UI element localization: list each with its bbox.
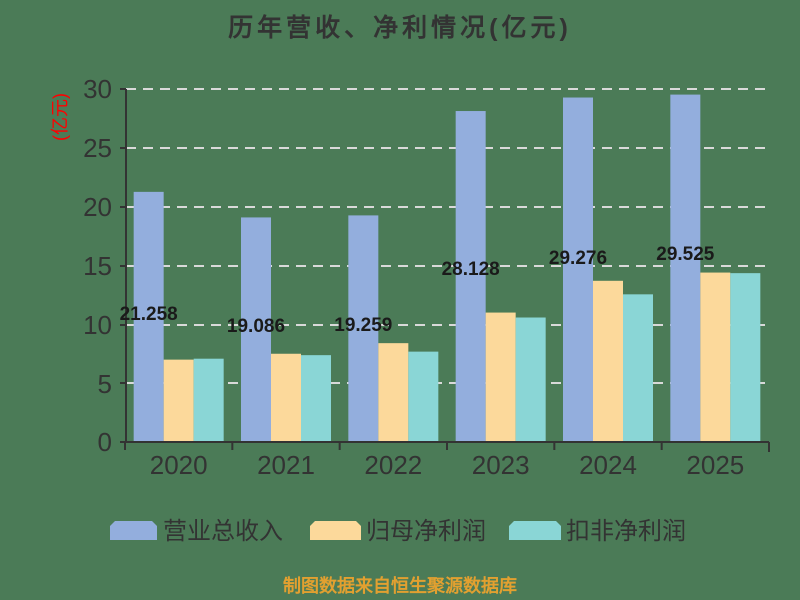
svg-text:2020: 2020 — [150, 450, 208, 480]
svg-text:15: 15 — [83, 251, 112, 281]
svg-text:(亿元): (亿元) — [50, 93, 70, 141]
svg-text:25: 25 — [83, 133, 112, 163]
svg-text:29.276: 29.276 — [549, 248, 607, 269]
svg-text:2021: 2021 — [257, 450, 315, 480]
svg-text:19.259: 19.259 — [334, 315, 392, 336]
svg-text:2025: 2025 — [686, 450, 744, 480]
svg-text:2024: 2024 — [579, 450, 637, 480]
svg-text:2022: 2022 — [364, 450, 422, 480]
svg-text:营业总收入: 营业总收入 — [163, 518, 283, 545]
svg-text:20: 20 — [83, 192, 112, 222]
svg-text:扣非净利润: 扣非净利润 — [566, 518, 686, 545]
svg-text:21.258: 21.258 — [120, 304, 178, 325]
svg-text:2023: 2023 — [472, 450, 530, 480]
svg-text:归母净利润: 归母净利润 — [366, 518, 486, 545]
svg-text:19.086: 19.086 — [227, 316, 285, 337]
svg-text:0: 0 — [98, 427, 112, 457]
svg-text:5: 5 — [98, 369, 112, 399]
svg-text:29.525: 29.525 — [656, 244, 715, 265]
svg-text:10: 10 — [83, 310, 112, 340]
svg-text:30: 30 — [83, 74, 112, 104]
svg-text:28.128: 28.128 — [442, 259, 500, 280]
